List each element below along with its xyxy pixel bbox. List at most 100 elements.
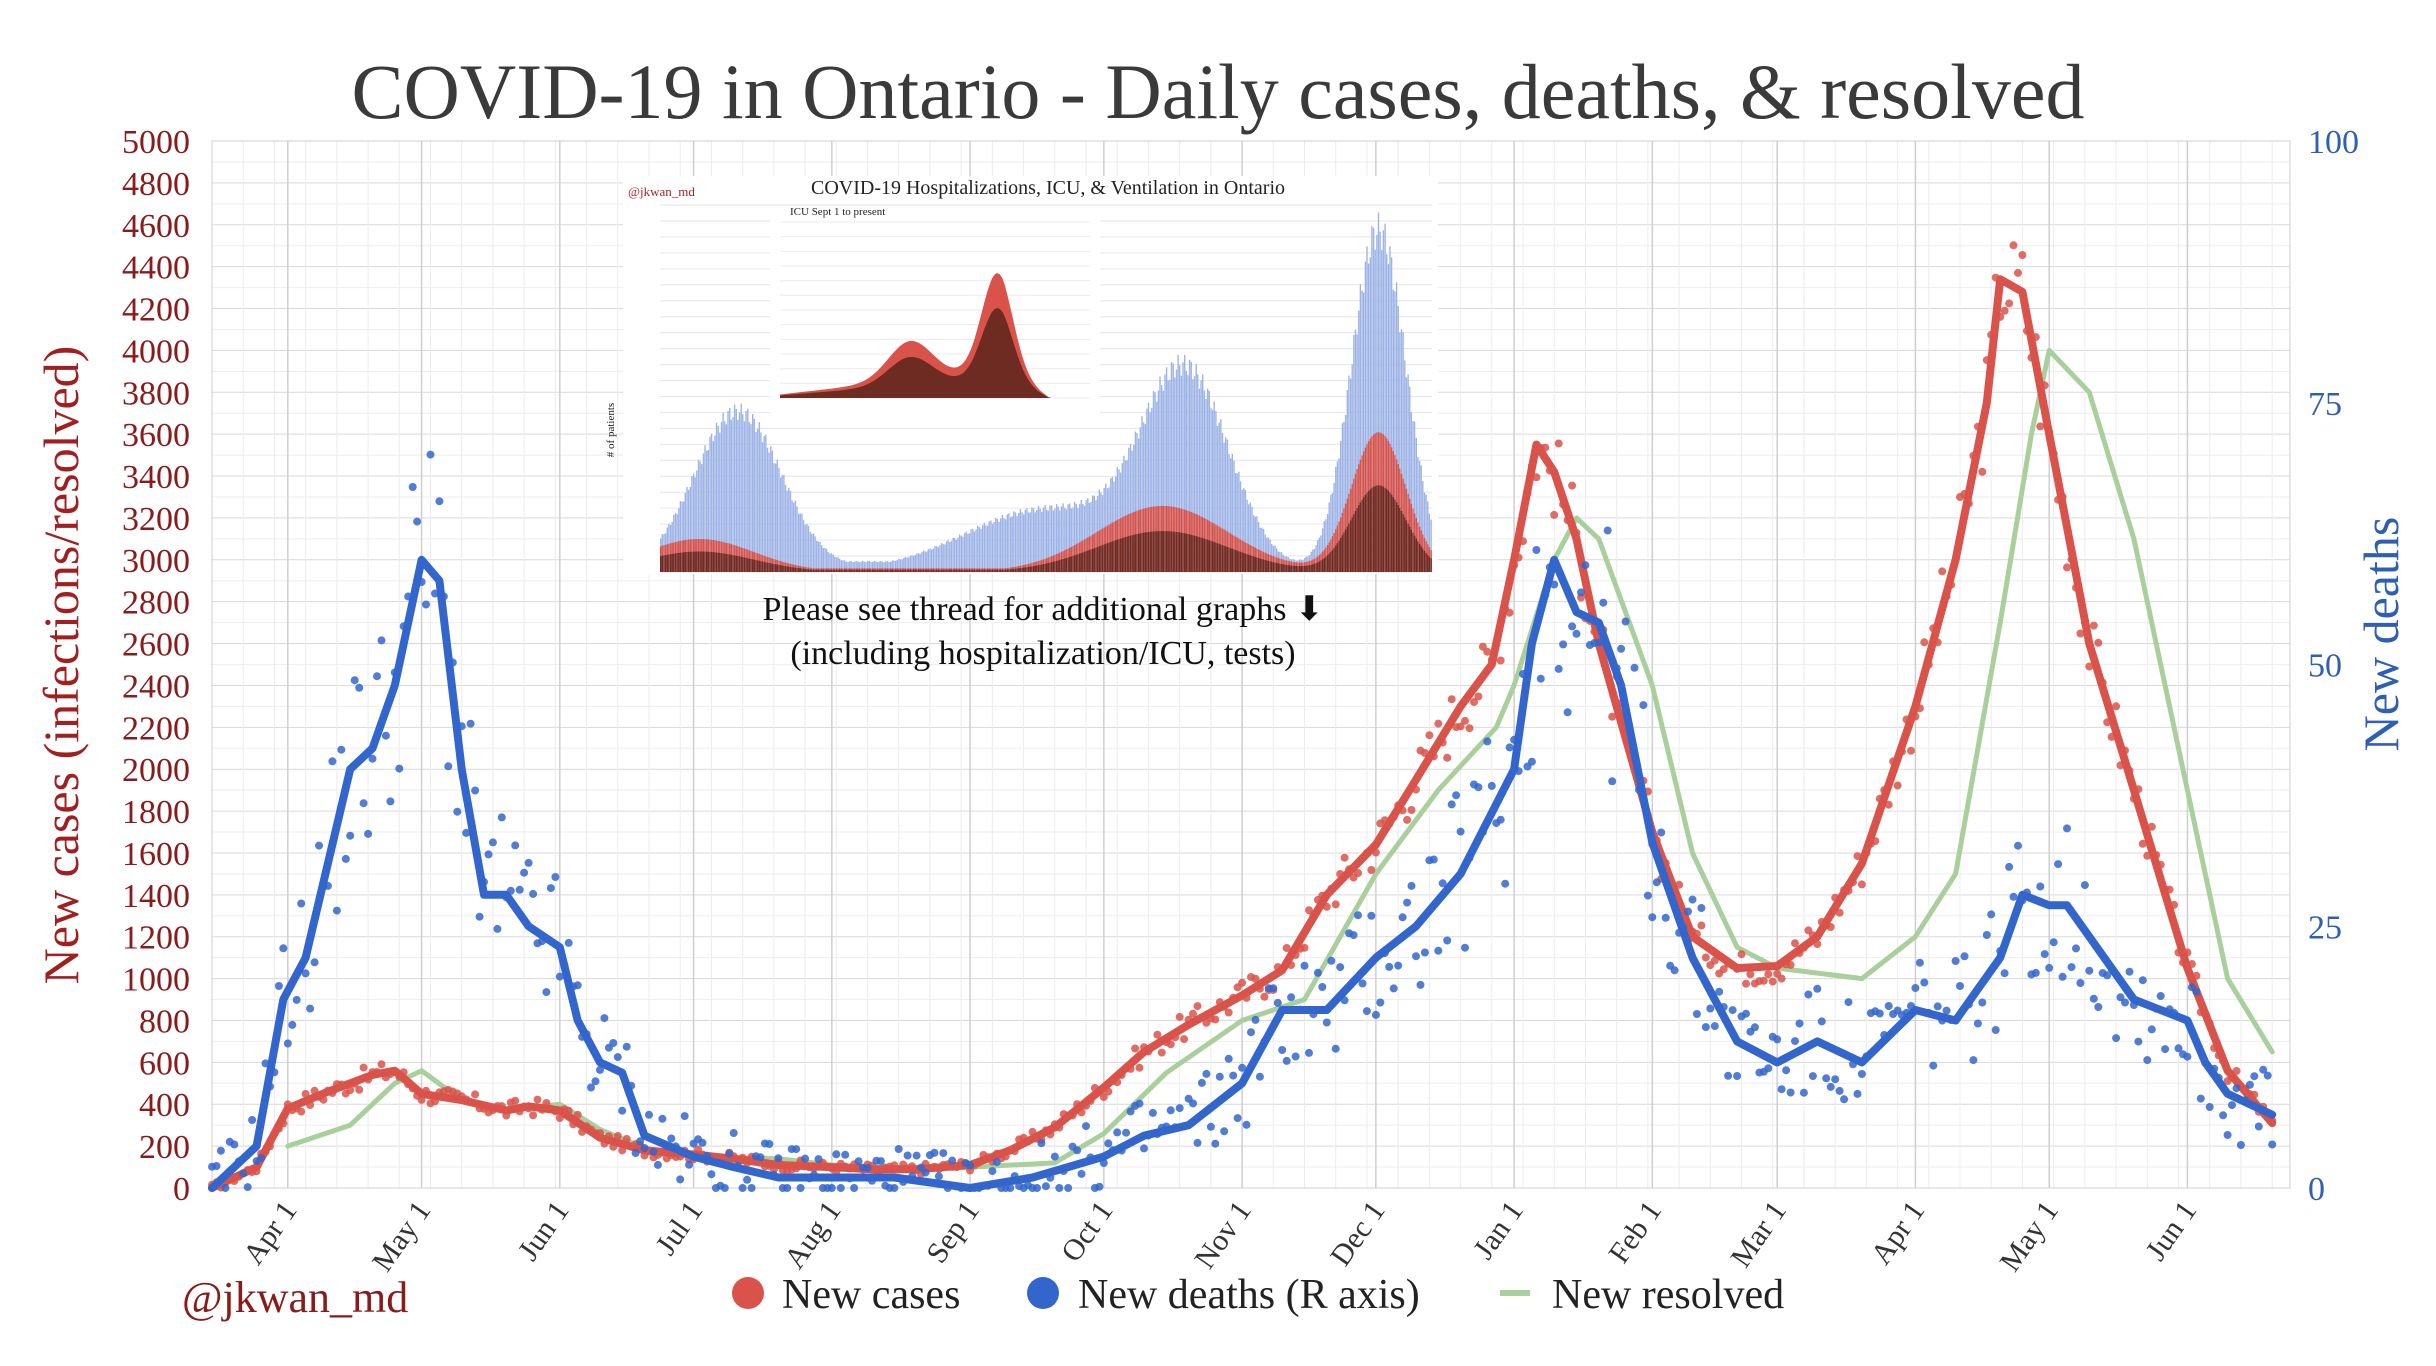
series-point	[604, 1132, 613, 1141]
inset-bar-vent	[1382, 486, 1385, 572]
series-point	[1996, 312, 2005, 321]
series-point	[1345, 865, 1354, 874]
series-point	[622, 1042, 631, 1051]
series-point	[1215, 1072, 1224, 1081]
x-tick-label: Jan 1	[1467, 1195, 1530, 1265]
series-point	[640, 1144, 649, 1152]
inset-bar-hosp	[1128, 447, 1130, 572]
series-point	[1559, 640, 1568, 649]
series-point	[1875, 1009, 1884, 1018]
inset-bar-hosp	[968, 533, 971, 572]
inset-bar-hosp	[725, 424, 728, 572]
series-point	[359, 799, 368, 808]
inset-bar-vent	[848, 569, 851, 572]
series-point	[1229, 1071, 1238, 1080]
series-point	[2049, 449, 2058, 458]
inset-bar-vent	[709, 551, 711, 572]
series-point	[1443, 936, 1452, 945]
inset-bar-vent	[1297, 566, 1299, 572]
series-point	[462, 828, 471, 837]
series-point	[2076, 629, 2085, 638]
series-point	[1412, 952, 1420, 961]
series-point	[1354, 911, 1362, 920]
series-point	[1492, 640, 1501, 649]
inset-bar-hosp	[1358, 310, 1360, 572]
series-point	[680, 1112, 689, 1121]
series-point	[2245, 1080, 2254, 1089]
series-point	[529, 889, 538, 898]
series-point	[221, 1184, 230, 1192]
series-point	[2049, 938, 2058, 947]
series-point	[676, 1175, 685, 1184]
inset-bar-hosp	[1413, 421, 1416, 572]
inset-bar-vent	[837, 569, 839, 572]
series-point	[1692, 929, 1701, 938]
series-point	[1041, 1182, 1050, 1191]
inset-bar-hosp	[768, 452, 770, 572]
inset-bar-hosp	[863, 561, 866, 572]
inset-bar-vent	[850, 569, 852, 572]
inset-bar-hosp	[758, 422, 760, 572]
series-point	[2232, 1084, 2241, 1093]
inset-bar-hosp	[1369, 257, 1371, 572]
series-point	[1202, 1069, 1211, 1078]
series-point	[1817, 1017, 1826, 1026]
inset-bar-vent	[991, 569, 994, 572]
inset-bar-hosp	[1037, 505, 1040, 572]
series-point	[738, 1153, 747, 1162]
inset-bar-vent	[980, 569, 982, 572]
series-point	[1211, 1015, 1220, 1024]
series-point	[1884, 1002, 1893, 1010]
inset-bar-vent	[715, 552, 718, 572]
y-tick-left-label: 2400	[122, 668, 190, 705]
inset-bar-vent	[1021, 567, 1023, 572]
inset-bar-hosp	[735, 408, 737, 572]
inset-bar-hosp	[1059, 510, 1061, 572]
series-point	[1108, 1146, 1117, 1155]
inset-bar-hosp	[1152, 391, 1155, 572]
inset-bar-hosp	[1210, 408, 1212, 572]
inset-bar-vent	[1041, 564, 1043, 572]
inset-bar-hosp	[798, 513, 800, 572]
inset-bar-hosp	[1195, 363, 1197, 572]
inset-bar-hosp	[755, 431, 757, 572]
series-point	[1599, 598, 1608, 607]
inset-bar-hosp	[804, 524, 806, 572]
inset-bar-vent	[955, 569, 958, 572]
series-point	[1434, 719, 1443, 728]
inset-bar-vent	[765, 562, 767, 572]
inset-bar-vent	[664, 555, 667, 572]
series-point	[1777, 974, 1786, 983]
series-point	[1978, 467, 1987, 476]
inset-bar-hosp	[1182, 362, 1184, 572]
inset-bar-hosp	[812, 533, 815, 572]
inset-bar-hosp	[1405, 377, 1408, 572]
inset-bar-vent	[965, 569, 967, 572]
series-point	[658, 1148, 667, 1157]
inset-bar-hosp	[1144, 424, 1146, 572]
series-point	[2098, 678, 2107, 687]
series-point	[1786, 1088, 1795, 1097]
inset-bar-hosp	[1354, 329, 1357, 572]
inset-bar-vent	[1060, 559, 1063, 572]
series-point	[2143, 851, 2152, 860]
inset-bar-hosp	[878, 561, 880, 572]
series-point	[2112, 1034, 2121, 1043]
inset-bar-hosp	[1080, 500, 1082, 572]
series-point	[386, 797, 395, 806]
series-point	[2134, 785, 2143, 794]
series-point	[297, 899, 306, 908]
inset-bar-vent	[858, 569, 861, 572]
inset-bar-vent	[798, 568, 800, 572]
inset-bar-vent	[1343, 532, 1345, 572]
inset-bar-vent	[1131, 535, 1133, 572]
inset-bar-vent	[1294, 565, 1296, 572]
series-point	[1153, 1130, 1162, 1138]
x-tick-label: Aug 1	[778, 1195, 848, 1275]
series-point	[1171, 1123, 1180, 1132]
inset-bar-vent	[1195, 536, 1197, 572]
inset-bar-hosp	[747, 408, 749, 572]
inset-bar-vent	[1165, 531, 1168, 572]
series-point	[1902, 715, 1911, 724]
inset-bar-hosp	[1228, 453, 1230, 572]
